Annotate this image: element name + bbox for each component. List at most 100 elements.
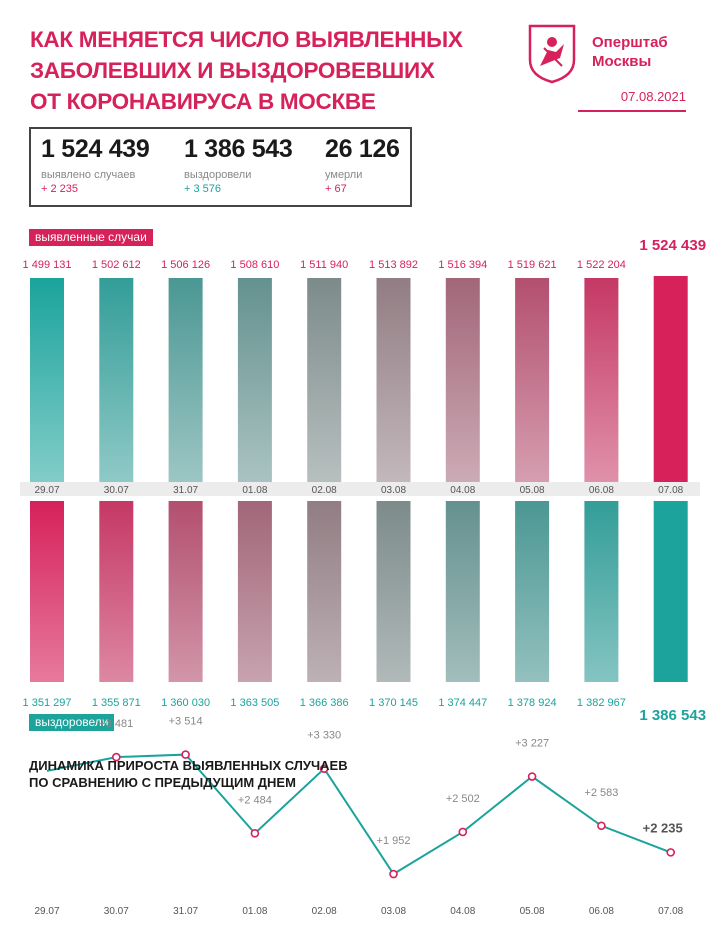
stat-deaths: 26 126 умерли + 67 xyxy=(325,135,400,195)
cases-value-label: 1 499 131 xyxy=(23,259,72,271)
line-date-tick-label: 31.07 xyxy=(173,906,198,917)
increase-point xyxy=(389,869,398,879)
recovered-value-label: 1 355 871 xyxy=(92,697,141,709)
increase-value-label: +3 481 xyxy=(99,718,133,730)
line-date-tick-label: 29.07 xyxy=(34,906,59,917)
brand-name: Оперштаб Москвы xyxy=(592,33,668,71)
title-line-1: Как меняется число выявленных xyxy=(30,27,463,52)
date-tick-label: 06.08 xyxy=(589,485,614,496)
cases-bar xyxy=(99,278,134,482)
cases-value-label: 1 519 621 xyxy=(508,259,557,271)
date-tick-label: 04.08 xyxy=(450,485,475,496)
recovered-bar xyxy=(307,501,342,682)
date-tick-label: 29.07 xyxy=(34,485,59,496)
recovered-value-label: 1 370 145 xyxy=(369,697,418,709)
increase-point xyxy=(527,772,537,781)
recovered-value-label: 1 378 924 xyxy=(508,697,557,709)
increase-point xyxy=(666,848,676,857)
recovered-value-label: 1 374 447 xyxy=(438,697,487,709)
stat-cases-value: 1 524 439 xyxy=(41,135,150,163)
cases-bar xyxy=(307,278,342,482)
stat-recovered-delta: + 3 576 xyxy=(184,183,222,195)
recovered-bar xyxy=(376,501,411,682)
line-date-tick-label: 07.08 xyxy=(658,906,683,917)
cases-value-label: 1 506 126 xyxy=(161,259,210,271)
stat-cases-delta: + 2 235 xyxy=(41,183,79,195)
stat-cases-label: выявлено случаев xyxy=(41,169,136,181)
increase-point xyxy=(181,750,190,759)
stat-recovered-value: 1 386 543 xyxy=(184,135,293,163)
date-tick-label: 07.08 xyxy=(658,485,683,496)
cases-bar xyxy=(168,278,203,482)
increase-value-label: +2 484 xyxy=(238,794,272,806)
page-title: Как меняется число выявленных заболевших… xyxy=(30,24,463,117)
cases-value-label: 1 508 610 xyxy=(230,259,279,271)
stat-cases: 1 524 439 выявлено случаев + 2 235 xyxy=(41,135,150,195)
dynamics-title: Динамика прироста выявленных случаев по … xyxy=(29,757,348,791)
line-date-tick-label: 06.08 xyxy=(589,906,614,917)
recovered-bar xyxy=(584,501,619,682)
recovered-bar xyxy=(168,501,203,682)
date-tick-label: 03.08 xyxy=(381,485,406,496)
increase-point xyxy=(112,752,121,762)
cases-bar xyxy=(445,278,480,482)
recovered-bar xyxy=(515,501,550,682)
line-date-tick-label: 04.08 xyxy=(450,906,475,917)
brand-line-1: Оперштаб xyxy=(592,34,668,51)
cases-bar xyxy=(376,278,411,482)
title-line-2: заболевших и выздоровевших xyxy=(30,58,435,83)
increase-point xyxy=(250,829,260,838)
increase-value-label: +2 502 xyxy=(446,793,480,805)
stat-deaths-delta: + 67 xyxy=(325,183,347,195)
stat-deaths-value: 26 126 xyxy=(325,135,400,163)
recovered-value-label: 1 366 386 xyxy=(300,697,349,709)
recovered-bar xyxy=(653,501,688,682)
date-tick-label: 02.08 xyxy=(312,485,337,496)
cases-bar xyxy=(237,278,272,482)
increase-value-label: +1 952 xyxy=(377,835,411,847)
cases-bar xyxy=(30,278,64,482)
line-date-tick-label: 05.08 xyxy=(520,906,545,917)
brand-line-2: Москвы xyxy=(592,53,652,70)
increase-point xyxy=(597,821,606,831)
line-date-tick-label: 01.08 xyxy=(242,906,267,917)
recovered-value-label: 1 351 297 xyxy=(23,697,72,709)
stat-deaths-label: умерли xyxy=(325,169,363,181)
dynamics-title-line-2: по сравнению с предыдущим днем xyxy=(29,775,296,790)
recovered-value-label: 1 382 967 xyxy=(577,697,626,709)
cases-value-label: 1 524 439 xyxy=(639,237,706,254)
recovered-value-label: 1 360 030 xyxy=(161,697,210,709)
recovered-bar xyxy=(237,501,272,682)
line-date-tick-label: 30.07 xyxy=(104,906,129,917)
cases-value-label: 1 516 394 xyxy=(438,259,487,271)
stat-recovered: 1 386 543 выздоровели + 3 576 xyxy=(184,135,293,195)
cases-value-label: 1 511 940 xyxy=(300,259,348,271)
date-tick-label: 30.07 xyxy=(104,485,129,496)
recovered-series-tag: выздоровели xyxy=(29,714,115,731)
increase-value-label: +2 235 xyxy=(643,820,683,835)
report-date: 07.08.2021 xyxy=(578,88,686,112)
increase-value-label: +3 514 xyxy=(169,716,203,728)
recovered-bar xyxy=(445,501,480,682)
increase-value-label: +2 583 xyxy=(584,787,618,799)
increase-value-label: +3 330 xyxy=(307,730,341,742)
dynamics-title-line-1: Динамика прироста выявленных случаев xyxy=(29,758,348,773)
summary-stats-box: 1 524 439 выявлено случаев + 2 235 1 386… xyxy=(29,127,412,207)
stat-recovered-label: выздоровели xyxy=(184,169,252,181)
date-tick-label: 01.08 xyxy=(242,485,267,496)
cases-value-label: 1 513 892 xyxy=(369,259,418,271)
cases-value-label: 1 522 204 xyxy=(577,259,626,271)
increase-value-label: +3 227 xyxy=(515,738,549,750)
moscow-coat-of-arms-icon xyxy=(526,22,578,84)
cases-bar xyxy=(653,276,688,482)
increase-point xyxy=(458,827,468,837)
axis-band xyxy=(20,482,700,496)
cases-bar xyxy=(515,278,550,482)
cases-value-label: 1 502 612 xyxy=(92,259,141,271)
recovered-value-label: 1 386 543 xyxy=(639,707,706,724)
recovered-value-label: 1 363 505 xyxy=(230,697,279,709)
increase-line xyxy=(46,753,672,876)
date-tick-label: 05.08 xyxy=(520,485,545,496)
cases-bar xyxy=(584,278,619,482)
